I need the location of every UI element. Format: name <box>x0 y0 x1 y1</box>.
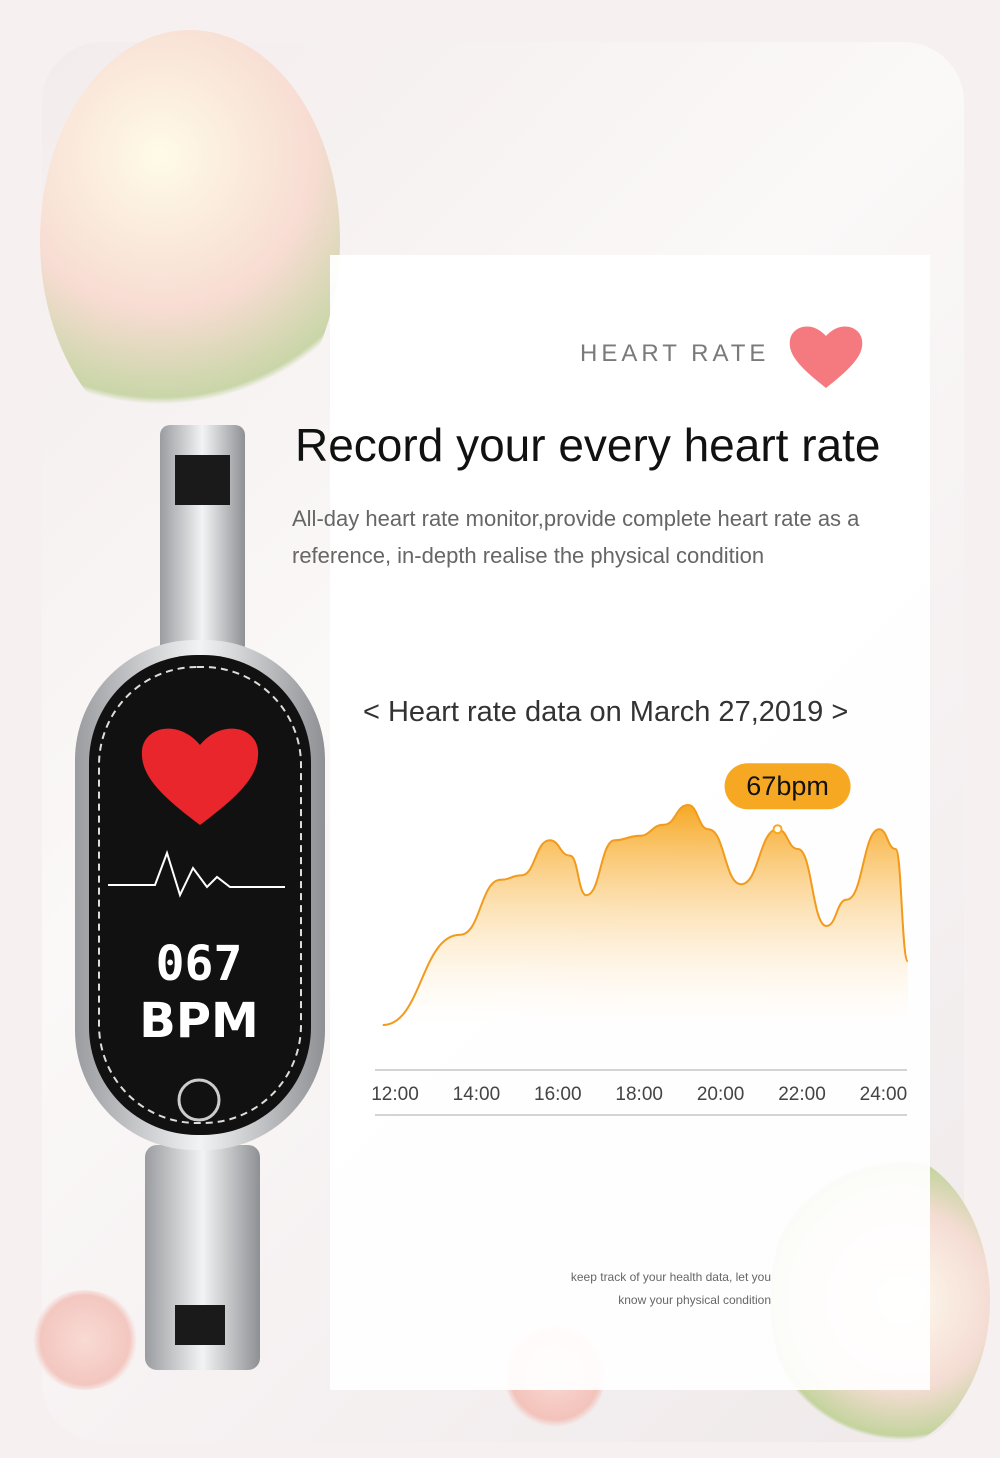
section-eyebrow: HEART RATE <box>580 340 770 367</box>
footer-line: know your physical condition <box>618 1293 771 1307</box>
x-tick-label: 16:00 <box>534 1084 582 1105</box>
description: All-day heart rate monitor,provide compl… <box>292 506 860 568</box>
content-card <box>330 255 930 1390</box>
annotation-label: 67bpm <box>746 771 829 801</box>
x-tick-label: 24:00 <box>860 1084 908 1105</box>
petal-decoration <box>30 1290 140 1390</box>
x-tick-label: 14:00 <box>453 1084 501 1105</box>
annotation-badge <box>724 763 851 810</box>
x-tick-label: 18:00 <box>615 1084 663 1105</box>
annotation-marker <box>772 824 783 835</box>
watch-bpm-value: 067 <box>156 936 243 992</box>
smartwatch-image: 067 BPM <box>75 425 325 1370</box>
chart-title[interactable]: < Heart rate data on March 27,2019 > <box>363 696 849 728</box>
watch-bpm-unit: BPM <box>139 993 259 1049</box>
heart-icon <box>789 326 863 388</box>
footer-line: keep track of your health data, let you <box>570 1270 771 1284</box>
flower-decoration <box>40 30 340 450</box>
pulse-icon <box>108 849 285 898</box>
x-tick-label: 12:00 <box>371 1084 419 1105</box>
footer-note: keep track of your health data, let you … <box>571 1266 771 1312</box>
chart-line <box>382 803 909 1026</box>
annotation: 67bpm <box>724 763 851 835</box>
watch-button[interactable] <box>177 1078 221 1122</box>
watch-heart-icon <box>141 728 259 825</box>
page-title: Record your every heart rate <box>295 419 881 471</box>
chart-area <box>382 805 908 1025</box>
heart-rate-chart: 12:00 14:00 16:00 18:00 20:00 22:00 24:00 67bp… <box>371 763 909 1116</box>
x-tick-label: 20:00 <box>697 1084 745 1105</box>
x-tick-label: 22:00 <box>778 1084 826 1105</box>
